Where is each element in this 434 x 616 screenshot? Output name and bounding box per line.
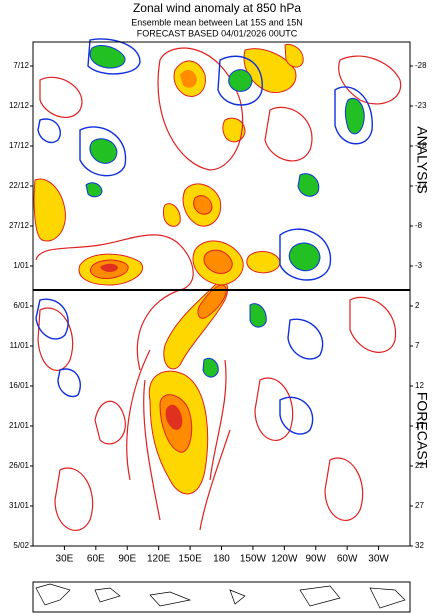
map-inset [32, 581, 411, 613]
y2-tick-label: 22 [415, 461, 424, 470]
y-tick-label: 21/01 [9, 421, 30, 430]
x-tick-label: 150W [240, 554, 267, 565]
x-tick-label: 120W [271, 554, 298, 565]
analysis-label: ANALYSIS [414, 126, 430, 193]
y2-tick-label: -8 [415, 221, 423, 230]
x-tick-label: 30W [368, 554, 389, 565]
y-tick-label: 12/12 [9, 101, 30, 110]
contours [33, 38, 402, 531]
y2-tick-label: 17 [415, 421, 424, 430]
forecast-label: FORECAST [414, 392, 430, 469]
chart-title: Zonal wind anomaly at 850 hPa [133, 1, 301, 15]
y2-tick-label: -3 [415, 261, 423, 270]
y-tick-label: 16/01 [9, 381, 30, 390]
y-tick-label: 17/12 [9, 141, 30, 150]
chart-caption: FORECAST BASED 04/01/2026 00UTC [137, 28, 298, 38]
y-tick-label: 7/12 [13, 61, 29, 70]
x-tick-label: 180 [213, 554, 230, 565]
y2-tick-label: -28 [415, 61, 427, 70]
x-tick-label: 30E [56, 554, 74, 565]
y2-tick-label: 27 [415, 501, 424, 510]
x-tick-label: 120E [147, 554, 171, 565]
y2-tick-label: -18 [415, 141, 427, 150]
y-tick-label: 26/01 [9, 461, 30, 470]
chart-subtitle: Ensemble mean between Lat 15S and 15N [131, 17, 303, 27]
x-tick-label: 60W [337, 554, 358, 565]
y-tick-label: 31/01 [9, 501, 30, 510]
y2-tick-label: -23 [415, 101, 427, 110]
y-tick-label: 1/01 [13, 261, 29, 270]
y2-tick-label: 32 [415, 541, 424, 550]
y2-tick-label: -13 [415, 181, 427, 190]
y-tick-label: 5/02 [13, 541, 29, 550]
x-tick-label: 150E [178, 554, 202, 565]
y2-tick-label: 12 [415, 381, 424, 390]
x-tick-label: 90W [305, 554, 326, 565]
y2-tick-label: 2 [415, 301, 420, 310]
y-tick-label: 11/01 [10, 341, 30, 350]
y-tick-label: 22/12 [9, 181, 30, 190]
y-tick-label: 27/12 [9, 221, 30, 230]
x-tick-label: 60E [87, 554, 105, 565]
y2-tick-label: 7 [415, 341, 420, 350]
x-tick-label: 90E [118, 554, 136, 565]
y-tick-label: 6/01 [13, 301, 29, 310]
